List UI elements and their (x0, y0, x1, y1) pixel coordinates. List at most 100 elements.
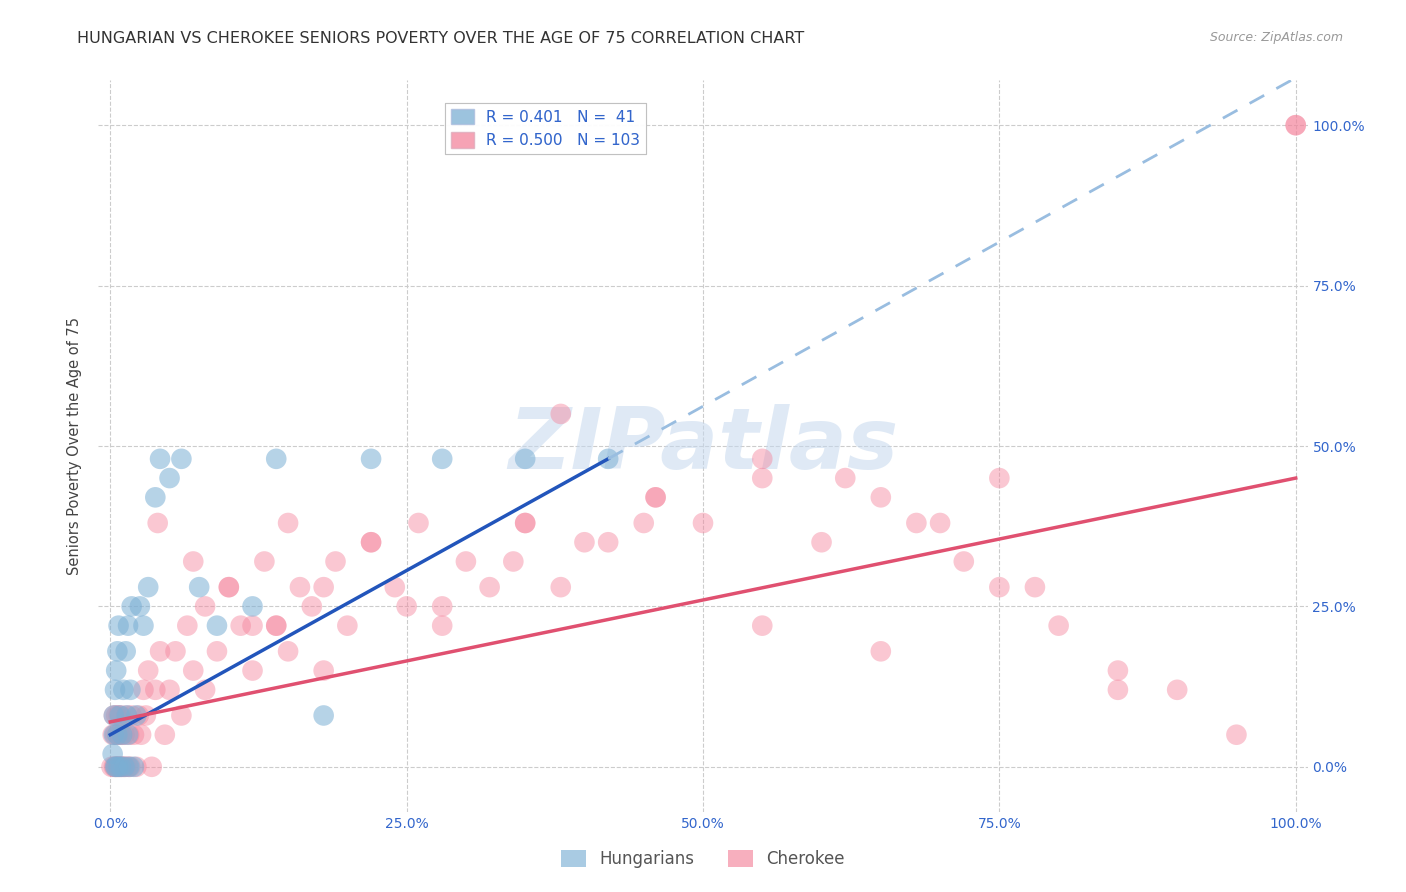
Point (515, 516, 537, 530)
Point (143, 491, 166, 505)
Point (205, 644, 228, 658)
Point (105, 664, 128, 678)
Point (598, 535, 620, 549)
Text: ZIPatlas: ZIPatlas (508, 404, 898, 488)
Point (103, 760, 125, 774)
Point (120, 682, 142, 697)
Point (114, 644, 136, 658)
Point (598, 451, 620, 466)
Point (229, 618, 252, 632)
Point (384, 580, 406, 594)
Point (105, 728, 128, 742)
Point (176, 618, 198, 632)
Legend: R = 0.401   N =  41, R = 0.500   N = 103: R = 0.401 N = 41, R = 0.500 N = 103 (444, 103, 645, 154)
Point (988, 471, 1011, 485)
Point (905, 516, 928, 530)
Point (101, 728, 124, 742)
Point (181, 664, 204, 678)
Point (132, 618, 155, 632)
Point (104, 760, 127, 774)
Point (360, 535, 382, 549)
Point (277, 516, 299, 530)
Point (550, 407, 572, 421)
Point (105, 760, 128, 774)
Point (1024, 580, 1046, 594)
Point (454, 554, 477, 568)
Point (194, 599, 217, 614)
Point (170, 451, 193, 466)
Point (502, 554, 524, 568)
Point (432, 451, 454, 466)
Point (122, 760, 145, 774)
Point (1047, 618, 1070, 632)
Point (149, 644, 172, 658)
Point (242, 664, 264, 678)
Point (107, 618, 129, 632)
Point (325, 554, 347, 568)
Point (103, 708, 125, 723)
Point (1166, 682, 1188, 697)
Point (105, 728, 128, 742)
Point (118, 760, 141, 774)
Point (114, 760, 136, 774)
Point (136, 580, 159, 594)
Point (952, 554, 974, 568)
Point (1107, 664, 1129, 678)
Text: HUNGARIAN VS CHEROKEE SENIORS POVERTY OVER THE AGE OF 75 CORRELATION CHART: HUNGARIAN VS CHEROKEE SENIORS POVERTY OV… (77, 31, 804, 46)
Point (644, 491, 666, 505)
Point (103, 708, 125, 723)
Point (105, 644, 128, 658)
Point (120, 760, 142, 774)
Point (408, 516, 430, 530)
Point (104, 760, 127, 774)
Point (104, 728, 127, 742)
Point (110, 708, 132, 723)
Point (165, 644, 187, 658)
Point (181, 554, 204, 568)
Point (336, 618, 359, 632)
Point (107, 760, 129, 774)
Text: Source: ZipAtlas.com: Source: ZipAtlas.com (1209, 31, 1343, 45)
Point (136, 664, 159, 678)
Point (929, 516, 952, 530)
Point (751, 618, 773, 632)
Point (751, 471, 773, 485)
Point (143, 682, 166, 697)
Point (242, 599, 264, 614)
Point (194, 682, 217, 697)
Point (100, 760, 122, 774)
Point (264, 618, 287, 632)
Point (128, 708, 150, 723)
Point (122, 728, 145, 742)
Point (432, 599, 454, 614)
Point (107, 760, 129, 774)
Point (115, 708, 138, 723)
Point (277, 644, 299, 658)
Point (141, 760, 163, 774)
Point (692, 516, 714, 530)
Point (112, 682, 135, 697)
Point (205, 618, 228, 632)
Point (111, 728, 134, 742)
Point (312, 708, 335, 723)
Point (515, 451, 537, 466)
Point (515, 516, 537, 530)
Point (810, 535, 832, 549)
Point (108, 760, 131, 774)
Point (105, 760, 128, 774)
Point (112, 760, 135, 774)
Point (111, 760, 134, 774)
Point (360, 535, 382, 549)
Point (834, 471, 856, 485)
Point (117, 728, 139, 742)
Point (149, 451, 172, 466)
Point (115, 708, 138, 723)
Point (111, 728, 134, 742)
Point (242, 618, 264, 632)
Point (312, 664, 335, 678)
Point (114, 728, 136, 742)
Point (288, 580, 311, 594)
Point (1285, 118, 1308, 132)
Point (135, 708, 157, 723)
Point (159, 471, 181, 485)
